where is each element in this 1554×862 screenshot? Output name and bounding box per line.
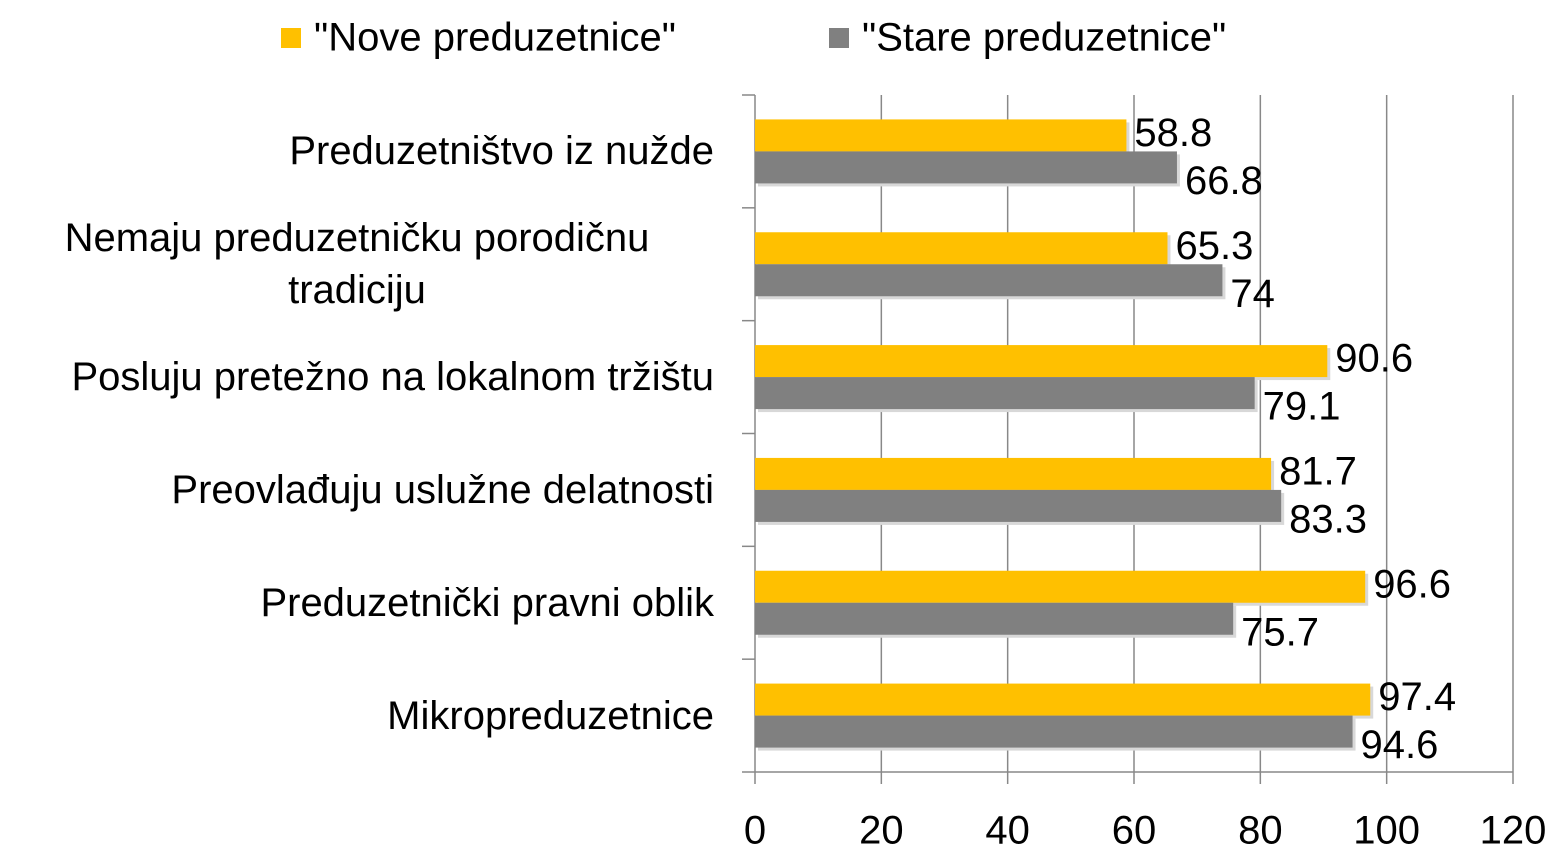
data-label: 74 (1230, 272, 1275, 316)
category-text: Posluju pretežno na lokalnom tržištu (71, 355, 714, 400)
category-label: Preovlađuju uslužne delatnosti (0, 430, 714, 550)
data-label: 58.8 (1134, 111, 1212, 155)
legend-label: "Stare preduzetnice" (862, 16, 1226, 60)
bar (755, 602, 1234, 635)
data-label: 79.1 (1263, 385, 1341, 429)
x-tick-label: 100 (1353, 809, 1420, 853)
data-label: 94.6 (1361, 723, 1439, 767)
x-tick-label: 20 (859, 809, 904, 853)
category-label: Nemaju preduzetničku porodičnu tradiciju (0, 204, 714, 324)
category-text: Preduzetnički pravni oblik (260, 580, 714, 625)
bar (755, 345, 1328, 378)
data-label: 83.3 (1289, 497, 1367, 541)
bar (755, 264, 1223, 297)
data-label: 81.7 (1279, 449, 1357, 493)
category-label: Preduzetništvo iz nužde (0, 91, 714, 211)
bar (755, 119, 1127, 152)
data-label: 96.6 (1373, 562, 1451, 606)
category-text: Preduzetništvo iz nužde (289, 129, 714, 174)
category-label: Mikropreduzetnice (0, 656, 714, 776)
category-text: Mikropreduzetnice (387, 693, 714, 738)
bar (755, 715, 1353, 748)
legend-swatch (281, 28, 301, 48)
bar (755, 683, 1371, 716)
data-label: 90.6 (1335, 337, 1413, 381)
data-label: 75.7 (1241, 610, 1319, 654)
bar (755, 457, 1272, 490)
x-tick-label: 120 (1480, 809, 1547, 853)
x-tick-label: 0 (744, 809, 766, 853)
bar (755, 489, 1282, 522)
data-label: 65.3 (1175, 224, 1253, 268)
x-tick-label: 60 (1112, 809, 1157, 853)
category-text: Preovlađuju uslužne delatnosti (171, 467, 714, 512)
bar (755, 377, 1255, 410)
x-tick-label: 80 (1238, 809, 1283, 853)
legend-swatch (829, 28, 849, 48)
category-label: Preduzetnički pravni oblik (0, 543, 714, 663)
bar (755, 570, 1366, 603)
data-label: 97.4 (1378, 675, 1456, 719)
data-label: 66.8 (1185, 159, 1263, 203)
category-label: Posluju pretežno na lokalnom tržištu (0, 317, 714, 437)
bar (755, 151, 1177, 184)
bar (755, 232, 1168, 265)
legend-label: "Nove preduzetnice" (314, 16, 676, 60)
x-tick-label: 40 (985, 809, 1030, 853)
category-text: Nemaju preduzetničku porodičnu tradiciju (64, 216, 650, 313)
